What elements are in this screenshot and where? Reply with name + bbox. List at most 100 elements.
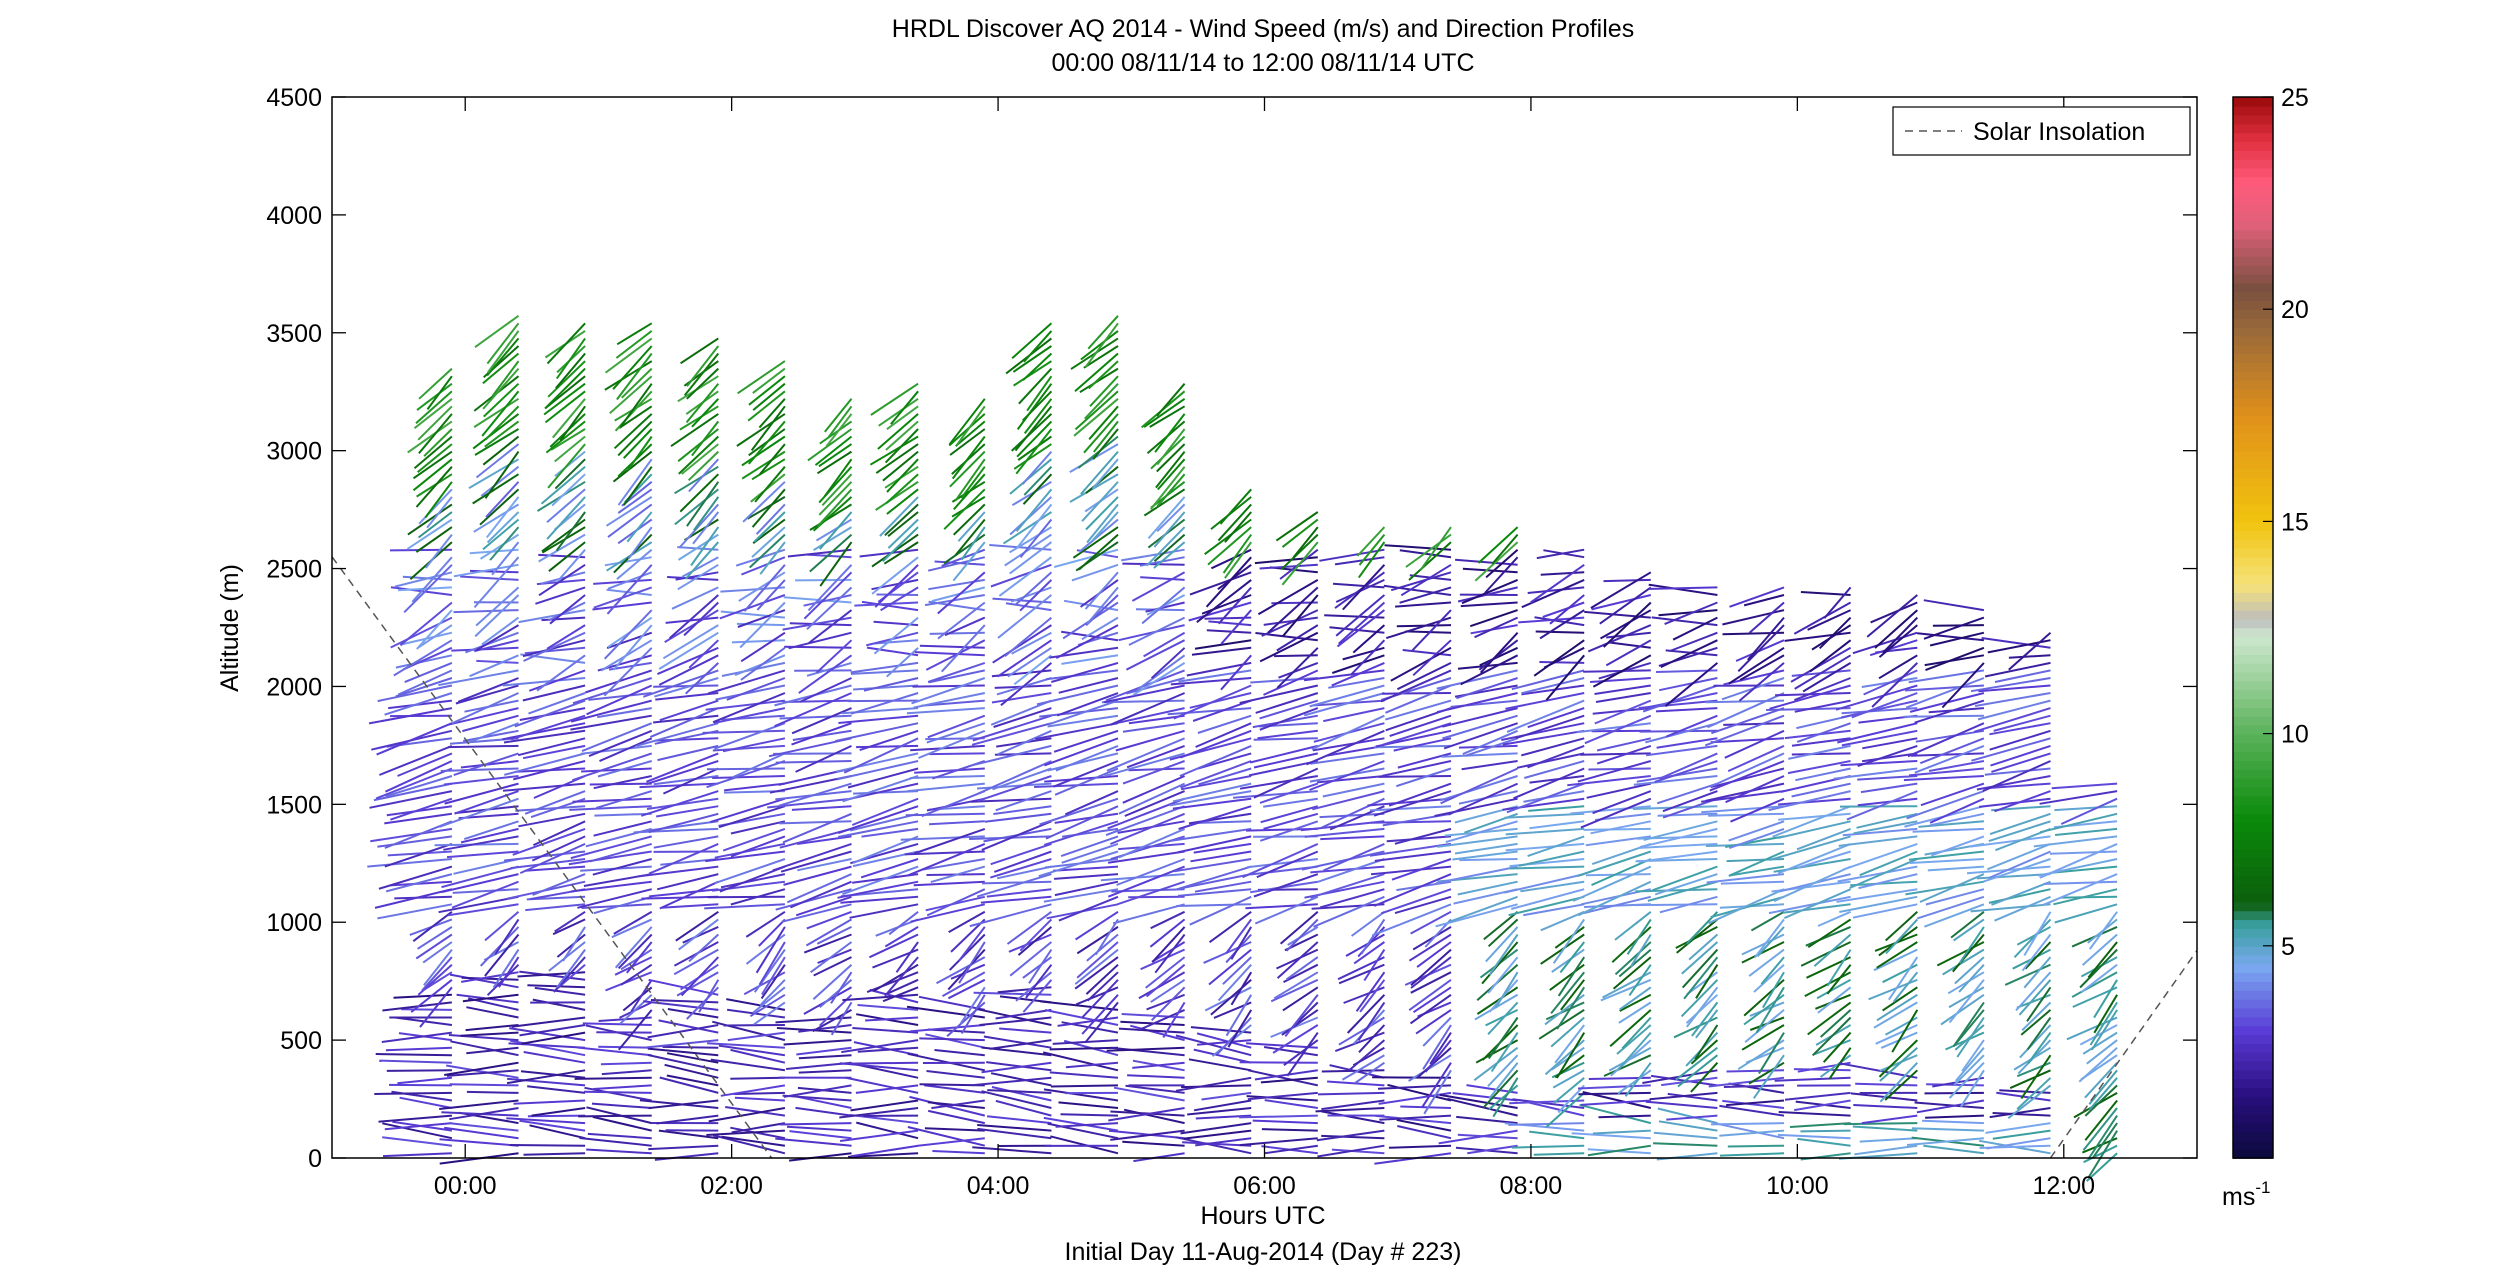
wind-barb — [1819, 1054, 1852, 1078]
wind-barb — [954, 518, 986, 556]
wind-barb — [909, 775, 985, 779]
wind-barb — [849, 903, 919, 919]
wind-barb — [1701, 790, 1785, 803]
wind-barb — [1540, 571, 1585, 576]
wind-barb — [1007, 646, 1052, 678]
wind-barb — [1861, 1114, 1918, 1125]
wind-barb — [1048, 699, 1119, 726]
wind-barb — [1145, 963, 1186, 998]
wind-barb — [1461, 578, 1518, 605]
wind-barb — [1015, 488, 1053, 532]
y-tick-label: 3000 — [266, 438, 322, 466]
wind-barb — [1906, 790, 1985, 820]
wind-barb — [907, 1126, 986, 1147]
wind-barb — [688, 458, 720, 493]
wind-barb — [1488, 933, 1519, 976]
wind-barb — [924, 1084, 985, 1094]
wind-barb — [712, 692, 786, 724]
wind-barb — [1025, 964, 1053, 999]
wind-barb — [1712, 1121, 1785, 1140]
wind-barb — [1143, 397, 1186, 428]
wind-barb — [1884, 1069, 1918, 1101]
wind-barb — [1648, 583, 1718, 596]
wind-barb — [485, 481, 520, 518]
wind-barb — [720, 610, 785, 619]
wind-barb — [990, 699, 1052, 726]
wind-barb — [835, 752, 919, 773]
wind-barb — [1331, 661, 1385, 687]
wind-barb — [1953, 1054, 1985, 1086]
wind-barb — [1281, 1009, 1319, 1036]
wind-barb — [1145, 526, 1186, 567]
wind-barb — [758, 941, 786, 986]
wind-barb — [1004, 533, 1052, 567]
wind-barb — [1459, 858, 1518, 862]
wind-barb — [1019, 579, 1053, 612]
wind-barb — [377, 684, 453, 703]
wind-barb — [639, 782, 719, 789]
wind-barb — [1528, 805, 1585, 812]
wind-barb — [616, 322, 653, 346]
wind-barb — [1073, 398, 1119, 437]
wind-barb — [1053, 548, 1119, 568]
wind-barb — [1524, 760, 1585, 779]
colorbar-swatch — [2233, 574, 2273, 585]
wind-barb — [705, 850, 786, 863]
wind-barb — [593, 820, 652, 837]
wind-barb — [1483, 1069, 1519, 1108]
wind-barb — [645, 760, 719, 786]
wind-barb — [860, 858, 919, 879]
wind-barb — [1823, 586, 1852, 619]
wind-barb — [410, 979, 453, 1013]
wind-barb — [367, 858, 452, 868]
wind-barb — [1787, 760, 1851, 775]
wind-barb — [925, 1033, 986, 1049]
wind-barb — [674, 465, 719, 495]
wind-barb — [775, 1137, 852, 1147]
wind-barb — [690, 526, 720, 567]
wind-barb — [1259, 631, 1319, 663]
wind-barb — [1953, 918, 1985, 942]
wind-barb — [932, 1150, 985, 1155]
wind-barb — [999, 1027, 1052, 1034]
wind-barb — [656, 1114, 719, 1125]
wind-barb — [622, 428, 653, 459]
wind-barb — [1363, 949, 1386, 982]
wind-barb — [588, 692, 652, 701]
wind-barb — [1478, 639, 1519, 671]
wind-barb — [513, 760, 586, 781]
wind-barb — [1706, 873, 1785, 884]
wind-barb — [1263, 616, 1318, 626]
wind-barb — [1739, 654, 1785, 681]
wind-barb — [519, 1119, 586, 1132]
wind-barb — [519, 970, 586, 981]
wind-barb — [685, 541, 720, 580]
wind-barb — [673, 948, 719, 976]
wind-barb — [1449, 895, 1518, 923]
wind-barb — [1135, 608, 1185, 612]
wind-barb — [1193, 1048, 1252, 1064]
wind-barb — [463, 729, 519, 742]
wind-barb — [819, 541, 853, 587]
wind-barb — [1122, 722, 1185, 733]
wind-barb — [1370, 865, 1452, 876]
wind-barb — [706, 1129, 785, 1136]
wind-barb — [1217, 503, 1252, 542]
wind-barb — [449, 1107, 519, 1121]
wind-barb — [543, 382, 586, 416]
wind-barb — [1107, 797, 1185, 830]
wind-barb — [1322, 782, 1385, 798]
wind-barb — [1087, 971, 1119, 1002]
wind-barb — [1989, 812, 2051, 836]
wind-barb — [397, 669, 453, 696]
wind-barb — [1744, 1009, 1785, 1043]
wind-barb — [617, 458, 653, 506]
wind-barb — [1412, 986, 1452, 1014]
colorbar-swatch — [2233, 97, 2273, 107]
wind-barb — [540, 465, 586, 505]
wind-barb — [1852, 1125, 1918, 1132]
colorbar-swatch — [2233, 883, 2273, 894]
wind-barb — [426, 375, 453, 410]
wind-barb — [1879, 1046, 1918, 1082]
wind-barb — [1917, 632, 1985, 642]
